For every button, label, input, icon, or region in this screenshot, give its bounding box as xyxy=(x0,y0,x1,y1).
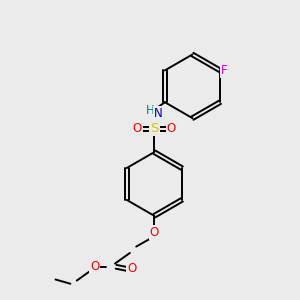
Text: O: O xyxy=(127,262,136,275)
Text: N: N xyxy=(154,107,163,120)
Text: O: O xyxy=(133,122,142,135)
Text: H: H xyxy=(146,104,154,117)
Text: O: O xyxy=(90,260,99,273)
Text: F: F xyxy=(221,64,228,77)
Text: O: O xyxy=(150,226,159,239)
Text: O: O xyxy=(167,122,176,135)
Text: S: S xyxy=(150,122,158,135)
